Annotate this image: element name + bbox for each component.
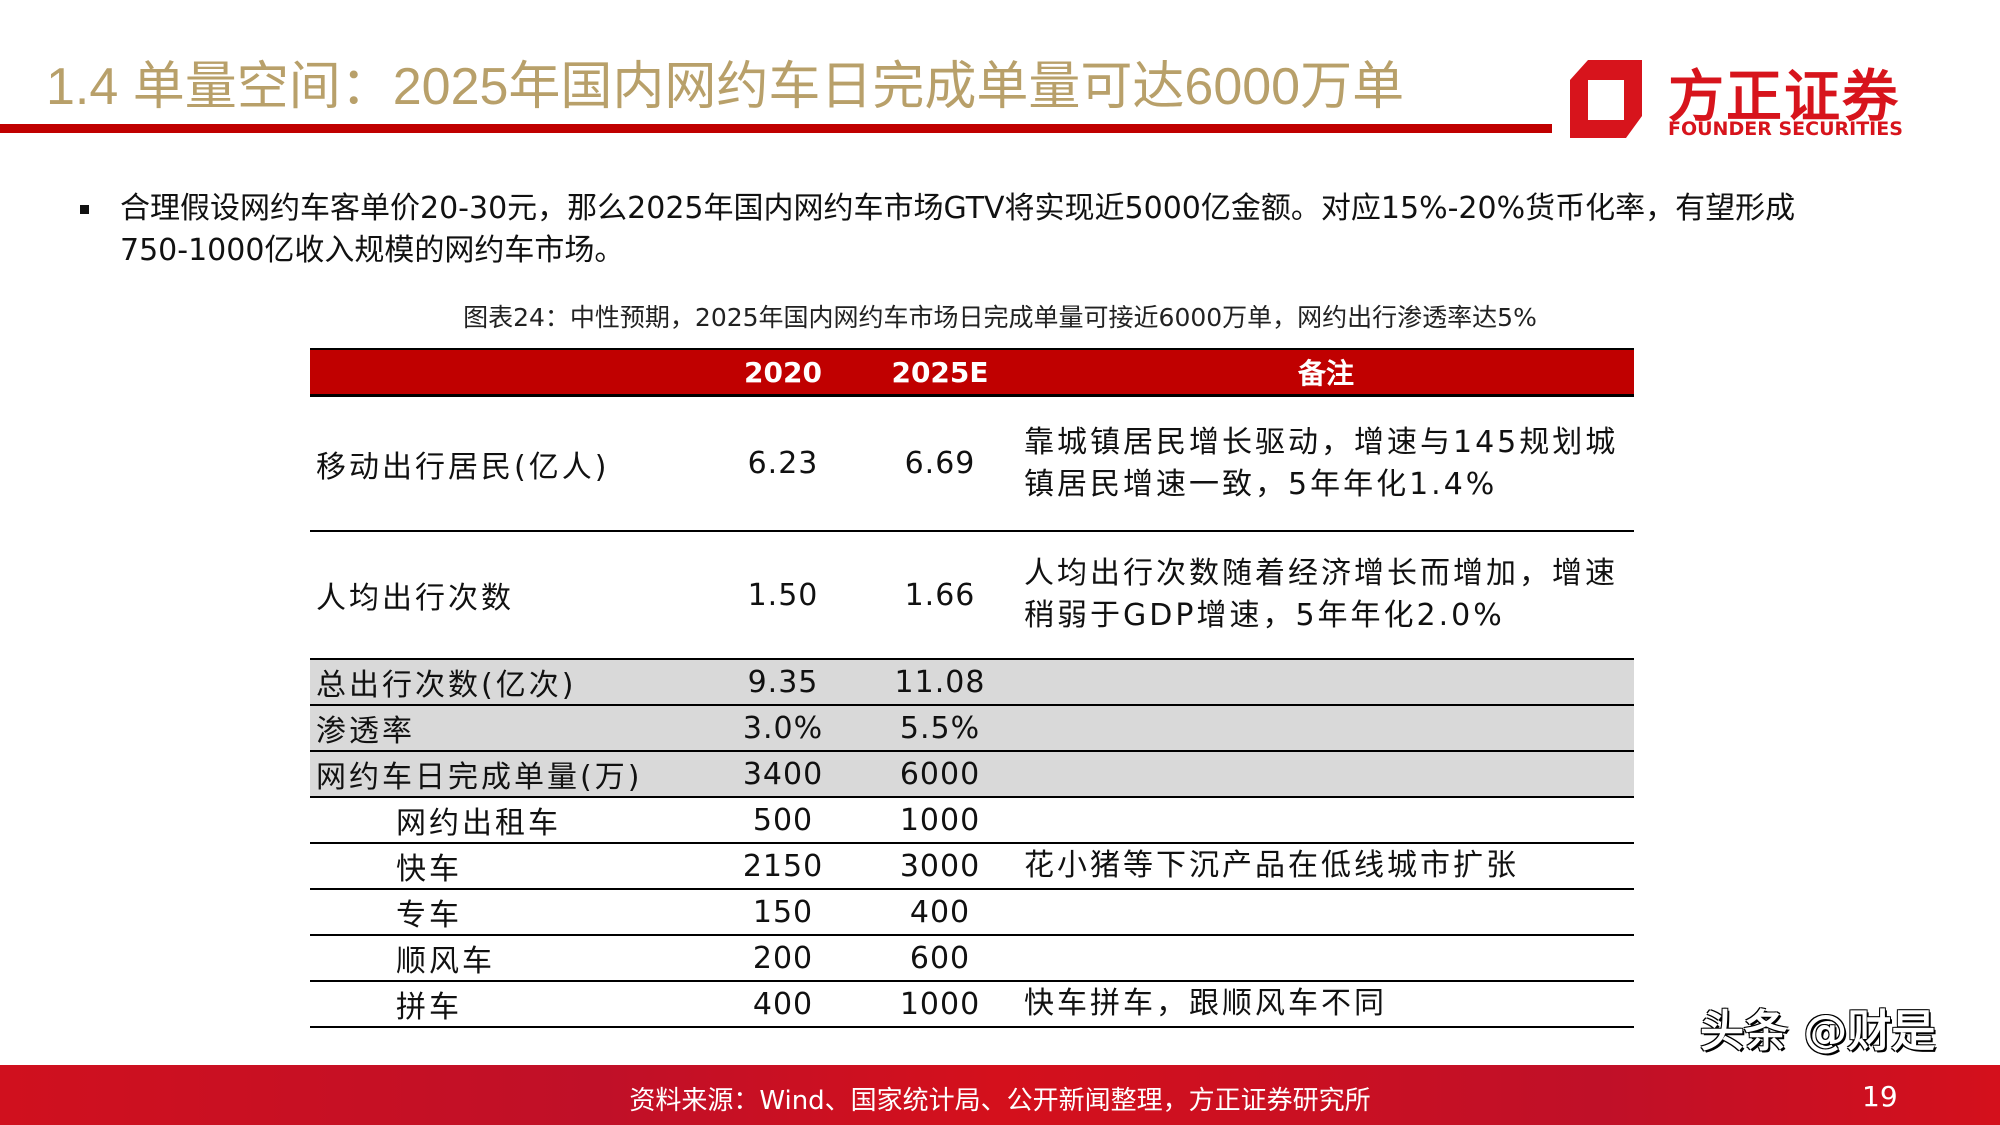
value-2020: 2150 <box>704 843 862 890</box>
data-table: 2020 2025E 备注 移动出行居民(亿人) 6.23 6.69 靠城镇居民增长驱… <box>310 348 1634 1028</box>
value-2020: 500 <box>704 797 862 844</box>
row-label: 顺风车 <box>310 935 704 982</box>
bullet-point: 合理假设网约车客单价20-30元，那么2025年国内网约车市场GTV将实现近50… <box>80 188 1840 272</box>
row-note <box>1018 659 1634 706</box>
value-2020: 150 <box>704 889 862 936</box>
bullet-icon <box>80 205 89 214</box>
table-row: 移动出行居民(亿人) 6.23 6.69 靠城镇居民增长驱动，增速与145规划城镇居民… <box>310 395 1634 532</box>
row-note <box>1018 751 1634 798</box>
table-row: 网约车日完成单量(万) 3400 6000 <box>310 751 1634 798</box>
table-header-row: 2020 2025E 备注 <box>310 348 1634 397</box>
row-label: 拼车 <box>310 981 704 1028</box>
bullet-text: 合理假设网约车客单价20-30元，那么2025年国内网约车市场GTV将实现近50… <box>120 191 1796 268</box>
value-2025e: 1000 <box>862 981 1018 1028</box>
row-label: 人均出行次数 <box>310 531 704 660</box>
row-label: 专车 <box>310 889 704 936</box>
value-2020: 9.35 <box>704 659 862 706</box>
table-row: 专车 150 400 <box>310 889 1634 936</box>
value-2025e: 400 <box>862 889 1018 936</box>
row-label: 移动出行居民(亿人) <box>310 395 704 532</box>
value-2020: 6.23 <box>704 395 862 532</box>
logo-text-en: FOUNDER SECURITIES <box>1668 118 1903 140</box>
value-2020: 200 <box>704 935 862 982</box>
table-row: 顺风车 200 600 <box>310 935 1634 982</box>
row-label: 渗透率 <box>310 705 704 752</box>
row-note: 人均出行次数随着经济增长而增加，增速稍弱于GDP增速，5年年化2.0% <box>1018 531 1634 660</box>
row-note <box>1018 935 1634 982</box>
footer-bar: 资料来源：Wind、国家统计局、公开新闻整理，方正证券研究所 19 <box>0 1065 2000 1125</box>
source-note: 资料来源：Wind、国家统计局、公开新闻整理，方正证券研究所 <box>629 1086 1371 1116</box>
row-label: 网约出租车 <box>310 797 704 844</box>
row-note: 花小猪等下沉产品在低线城市扩张 <box>1018 843 1634 890</box>
title-divider <box>0 124 1552 133</box>
table-row: 总出行次数(亿次) 9.35 11.08 <box>310 659 1634 706</box>
row-note <box>1018 889 1634 936</box>
value-2025e: 6.69 <box>862 395 1018 532</box>
value-2020: 3.0% <box>704 705 862 752</box>
page-number: 19 <box>1862 1080 1898 1113</box>
value-2025e: 3000 <box>862 843 1018 890</box>
table-caption: 图表24：中性预期，2025年国内网约车市场日完成单量可接近6000万单，网约出… <box>463 303 1537 332</box>
value-2025e: 11.08 <box>862 659 1018 706</box>
logo-mark-icon <box>1570 60 1642 138</box>
table-row: 渗透率 3.0% 5.5% <box>310 705 1634 752</box>
row-note: 靠城镇居民增长驱动，增速与145规划城镇居民增速一致，5年年化1.4% <box>1018 395 1634 532</box>
row-label: 快车 <box>310 843 704 890</box>
value-2020: 3400 <box>704 751 862 798</box>
value-2025e: 600 <box>862 935 1018 982</box>
logo-text-cn: 方正证券 <box>1668 65 1900 130</box>
value-2020: 400 <box>704 981 862 1028</box>
header-cell: 2020 <box>704 348 862 397</box>
row-note <box>1018 705 1634 752</box>
page-title: 1.4 单量空间：2025年国内网约车日完成单量可达6000万单 <box>46 58 1405 116</box>
table-row: 人均出行次数 1.50 1.66 人均出行次数随着经济增长而增加，增速稍弱于GDP增速… <box>310 531 1634 660</box>
row-label: 总出行次数(亿次) <box>310 659 704 706</box>
row-note <box>1018 797 1634 844</box>
value-2025e: 1.66 <box>862 531 1018 660</box>
row-label: 网约车日完成单量(万) <box>310 751 704 798</box>
founder-securities-logo: 方正证券 FOUNDER SECURITIES <box>1570 52 1903 142</box>
watermark: 头条 @财是 <box>1700 1006 1936 1057</box>
value-2020: 1.50 <box>704 531 862 660</box>
table-row: 网约出租车 500 1000 <box>310 797 1634 844</box>
table-row: 拼车 400 1000 快车拼车，跟顺风车不同 <box>310 981 1634 1028</box>
value-2025e: 6000 <box>862 751 1018 798</box>
header-cell <box>310 348 704 397</box>
header-cell: 2025E <box>862 348 1018 397</box>
value-2025e: 5.5% <box>862 705 1018 752</box>
table-row: 快车 2150 3000 花小猪等下沉产品在低线城市扩张 <box>310 843 1634 890</box>
value-2025e: 1000 <box>862 797 1018 844</box>
row-note: 快车拼车，跟顺风车不同 <box>1018 981 1634 1028</box>
header-cell: 备注 <box>1018 348 1634 397</box>
